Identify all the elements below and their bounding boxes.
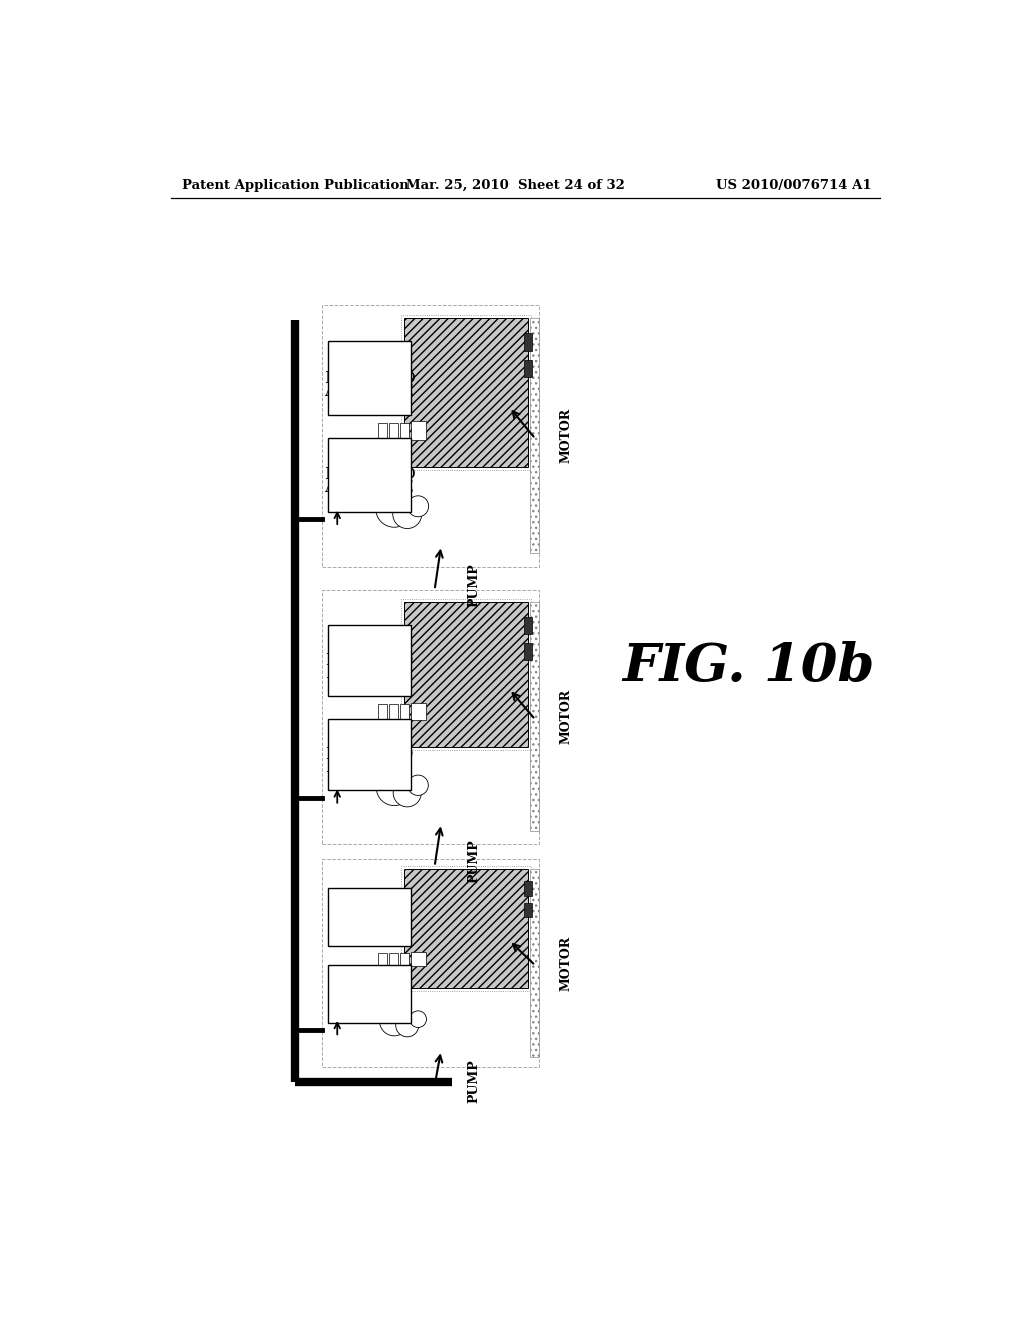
Bar <box>411 421 426 440</box>
Bar <box>524 882 531 895</box>
Circle shape <box>393 779 421 807</box>
Bar <box>411 952 426 966</box>
Bar <box>404 318 528 467</box>
Bar <box>329 438 411 512</box>
Bar <box>329 965 411 1023</box>
Circle shape <box>408 496 429 516</box>
Text: SENSOR: SENSOR <box>333 645 406 663</box>
Text: SENSOR: SENSOR <box>340 904 399 917</box>
Text: POWERED: POWERED <box>324 370 416 387</box>
Circle shape <box>377 770 412 805</box>
Bar <box>389 422 397 438</box>
Text: SELF-: SELF- <box>349 917 390 931</box>
Bar <box>411 702 426 721</box>
Bar <box>524 333 531 351</box>
Text: SENSOR: SENSOR <box>340 981 399 994</box>
Bar <box>404 602 528 747</box>
Circle shape <box>395 1014 419 1036</box>
Bar <box>530 870 539 1056</box>
Text: MOTOR: MOTOR <box>559 408 572 463</box>
Text: US 2010/0076714 A1: US 2010/0076714 A1 <box>717 178 872 191</box>
FancyBboxPatch shape <box>322 590 539 843</box>
FancyBboxPatch shape <box>322 305 539 566</box>
Bar <box>524 643 531 660</box>
Text: NODE: NODE <box>343 453 396 470</box>
Text: SELF-: SELF- <box>344 376 395 393</box>
Bar <box>329 626 411 697</box>
Bar <box>530 602 539 832</box>
Text: ADAPTIVE: ADAPTIVE <box>334 924 406 937</box>
Bar <box>399 704 409 719</box>
Text: SENSOR: SENSOR <box>332 363 408 380</box>
Text: PUMP: PUMP <box>468 840 480 883</box>
Bar <box>524 903 531 917</box>
Text: NODE: NODE <box>344 639 395 656</box>
Bar <box>329 342 411 414</box>
FancyBboxPatch shape <box>322 859 539 1067</box>
Text: ADAPTIVE: ADAPTIVE <box>327 759 413 776</box>
Text: NODE: NODE <box>344 733 395 750</box>
Bar <box>378 422 387 438</box>
Text: Patent Application Publication: Patent Application Publication <box>182 178 409 191</box>
Text: POWERED: POWERED <box>326 652 414 669</box>
Text: ADAPTIVE: ADAPTIVE <box>334 1001 406 1014</box>
Text: SELF-: SELF- <box>345 659 394 676</box>
Text: FIG. 10b: FIG. 10b <box>622 642 874 692</box>
Bar <box>399 422 409 438</box>
Bar <box>329 888 411 946</box>
Text: SELF-: SELF- <box>344 473 395 490</box>
Text: MOTOR: MOTOR <box>559 689 572 744</box>
Text: PUMP: PUMP <box>468 562 480 607</box>
FancyBboxPatch shape <box>401 866 531 991</box>
Circle shape <box>380 1007 409 1036</box>
Text: POWERED: POWERED <box>333 911 406 924</box>
Bar <box>329 719 411 791</box>
Bar <box>404 870 528 987</box>
Circle shape <box>410 1011 426 1027</box>
Bar <box>399 953 409 965</box>
Text: POWERED: POWERED <box>324 466 416 483</box>
Bar <box>530 318 539 553</box>
Text: PUMP: PUMP <box>468 1060 480 1104</box>
Circle shape <box>393 500 422 528</box>
Text: NODE: NODE <box>348 898 391 911</box>
FancyBboxPatch shape <box>401 314 531 470</box>
Text: SENSOR: SENSOR <box>333 739 406 756</box>
FancyBboxPatch shape <box>401 599 531 750</box>
Text: NODE: NODE <box>348 974 391 987</box>
Text: POWERED: POWERED <box>333 987 406 1001</box>
Text: ADAPTIVE: ADAPTIVE <box>325 479 415 496</box>
Bar <box>389 953 397 965</box>
Text: SENSOR: SENSOR <box>332 459 408 477</box>
Bar <box>524 359 531 378</box>
Text: MOTOR: MOTOR <box>559 936 572 990</box>
Text: POWERED: POWERED <box>326 746 414 763</box>
Text: Mar. 25, 2010  Sheet 24 of 32: Mar. 25, 2010 Sheet 24 of 32 <box>407 178 625 191</box>
Text: NODE: NODE <box>343 356 396 374</box>
Text: SELF-: SELF- <box>349 994 390 1007</box>
Text: SELF-: SELF- <box>345 752 394 770</box>
Text: ADAPTIVE: ADAPTIVE <box>327 665 413 682</box>
Circle shape <box>376 491 413 527</box>
Text: ADAPTIVE: ADAPTIVE <box>325 383 415 400</box>
Circle shape <box>408 775 428 796</box>
Bar <box>389 704 397 719</box>
Bar <box>524 616 531 634</box>
Bar <box>378 953 387 965</box>
Bar <box>378 704 387 719</box>
